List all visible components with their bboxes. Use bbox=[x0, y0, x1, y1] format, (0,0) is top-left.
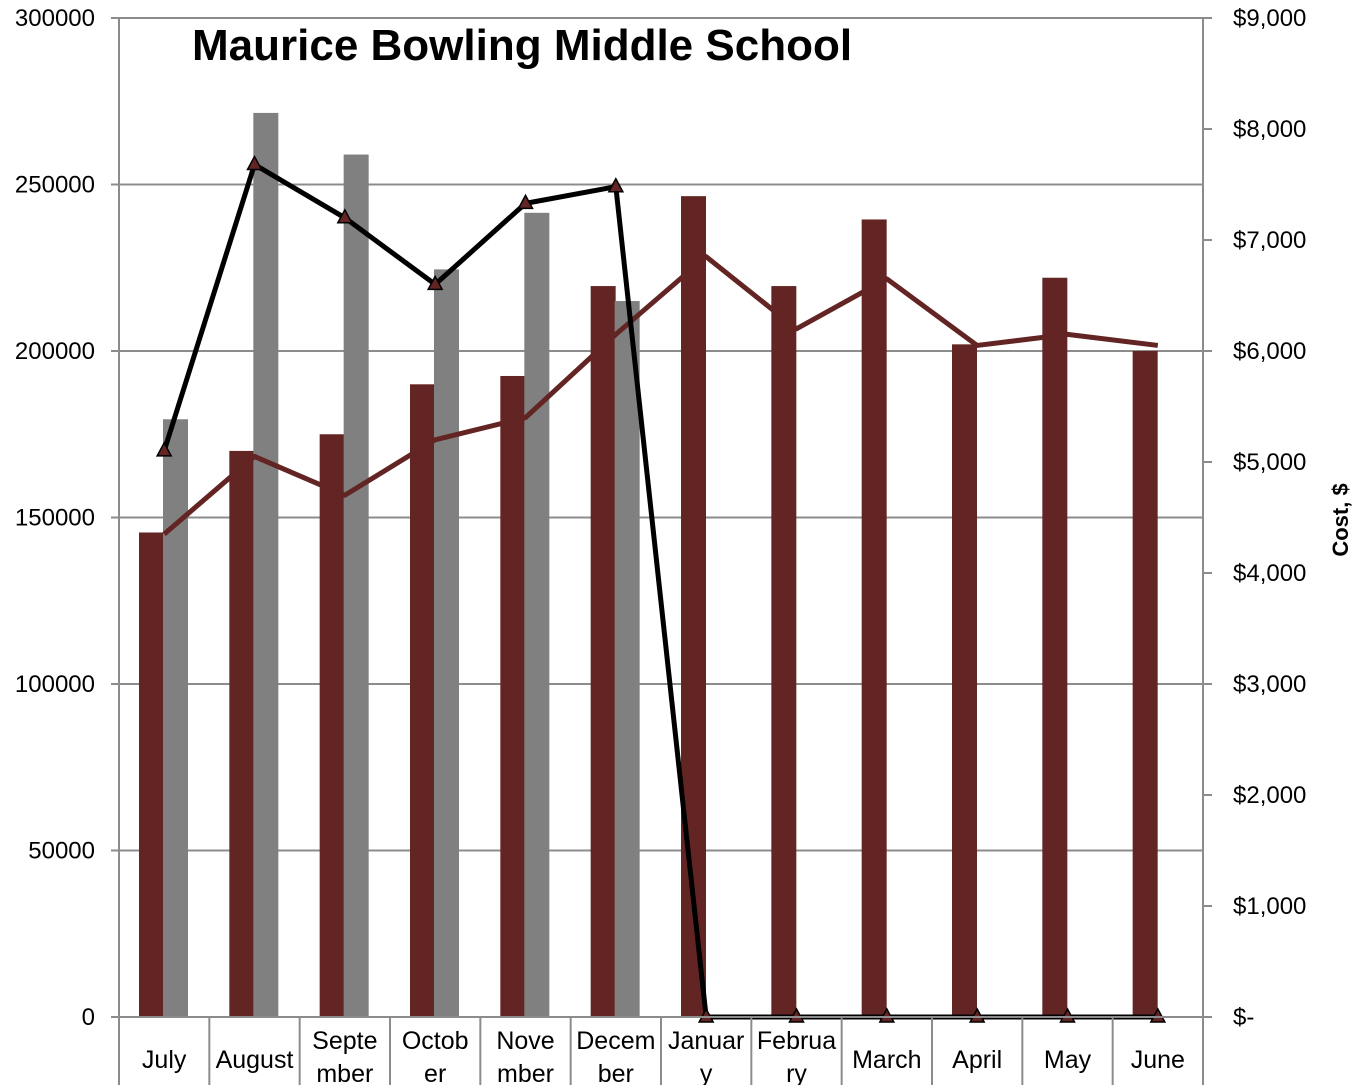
x-tick-label: Januar bbox=[668, 1027, 744, 1055]
y-left-tick-label: 50000 bbox=[28, 838, 95, 865]
x-tick-label: er bbox=[424, 1060, 446, 1085]
bar bbox=[229, 450, 255, 1017]
x-tick-label: Septe bbox=[312, 1027, 377, 1055]
y-right-tick-label: $9,000 bbox=[1233, 5, 1306, 32]
line-point bbox=[517, 193, 534, 210]
x-tick-label: mber bbox=[497, 1060, 554, 1085]
line-point bbox=[788, 1007, 805, 1023]
line-point bbox=[1059, 1007, 1076, 1023]
bar bbox=[614, 301, 640, 1017]
y-right-axis-label: Cost, $ bbox=[1328, 483, 1353, 556]
line-point bbox=[878, 1007, 896, 1023]
y-right-tick-label: $6,000 bbox=[1233, 338, 1306, 365]
bar bbox=[524, 212, 550, 1017]
bar bbox=[861, 219, 887, 1018]
bar bbox=[590, 286, 616, 1017]
bar bbox=[434, 269, 459, 1017]
x-tick-label: May bbox=[1044, 1046, 1092, 1074]
x-tick-label: Octob bbox=[402, 1027, 469, 1055]
line-point bbox=[426, 274, 444, 291]
bar-series bbox=[139, 112, 1158, 1018]
bar bbox=[500, 375, 526, 1018]
bar bbox=[952, 344, 977, 1018]
x-tick-label: y bbox=[700, 1060, 713, 1085]
y-right-tick-label: $3,000 bbox=[1233, 671, 1306, 698]
bar bbox=[410, 384, 435, 1017]
line-point bbox=[607, 177, 625, 193]
y-left-tick-label: 200000 bbox=[15, 338, 95, 365]
line-series-path bbox=[162, 254, 1159, 537]
y-right-tick-label: $4,000 bbox=[1233, 560, 1306, 587]
y-right-tick-label: $- bbox=[1233, 1004, 1254, 1031]
y-left-tick-label: 250000 bbox=[15, 172, 95, 199]
tick-labels: 0 50000 100000 150000 200000 250000 300000 $- $1… bbox=[15, 5, 1307, 1085]
gridlines bbox=[119, 17, 1203, 1018]
y-right-tick-label: $7,000 bbox=[1233, 227, 1306, 254]
bar bbox=[253, 112, 279, 1017]
line-point bbox=[246, 154, 263, 171]
bar bbox=[163, 419, 188, 1017]
y-left-tick-label: 0 bbox=[82, 1004, 95, 1031]
line-point bbox=[336, 208, 354, 224]
line-series bbox=[155, 154, 1167, 1023]
line-point bbox=[968, 1007, 986, 1023]
axes bbox=[111, 17, 1212, 1085]
y-left-tick-label: 300000 bbox=[15, 5, 95, 32]
chart-title: Maurice Bowling Middle School bbox=[192, 21, 852, 70]
x-tick-label: Februa bbox=[757, 1027, 836, 1055]
x-tick-label: July bbox=[142, 1046, 187, 1074]
x-tick-label: mber bbox=[316, 1060, 373, 1085]
x-tick-label: March bbox=[852, 1046, 921, 1074]
x-tick-label: April bbox=[952, 1046, 1002, 1074]
x-tick-label: June bbox=[1131, 1046, 1185, 1074]
bar bbox=[1132, 351, 1158, 1017]
bar bbox=[343, 154, 369, 1017]
y-right-tick-label: $5,000 bbox=[1233, 449, 1306, 476]
line-point bbox=[155, 441, 173, 457]
line-point bbox=[697, 1007, 715, 1023]
x-tick-label: Decem bbox=[576, 1027, 655, 1055]
y-right-tick-label: $8,000 bbox=[1233, 116, 1306, 143]
bar bbox=[1042, 277, 1068, 1017]
y-right-tick-label: $2,000 bbox=[1233, 782, 1306, 809]
y-left-tick-label: 100000 bbox=[15, 671, 95, 698]
line-point bbox=[1149, 1007, 1167, 1023]
y-right-tick-label: $1,000 bbox=[1233, 893, 1306, 920]
x-tick-label: ber bbox=[598, 1060, 634, 1085]
bar bbox=[319, 434, 345, 1017]
x-tick-label: Nove bbox=[496, 1027, 554, 1055]
bar bbox=[139, 532, 164, 1017]
bar bbox=[771, 286, 797, 1017]
x-tick-label: ry bbox=[786, 1060, 807, 1085]
x-tick-label: August bbox=[216, 1046, 294, 1074]
y-left-tick-label: 150000 bbox=[15, 505, 95, 532]
